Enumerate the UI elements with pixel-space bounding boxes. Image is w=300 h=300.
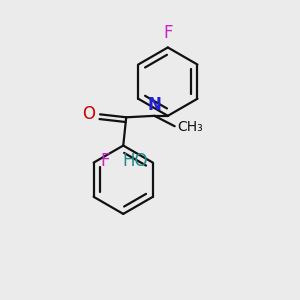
Text: N: N (148, 96, 161, 114)
Text: HO: HO (122, 152, 148, 170)
Text: CH₃: CH₃ (177, 120, 203, 134)
Text: O: O (82, 105, 95, 123)
Text: F: F (163, 24, 172, 42)
Text: F: F (100, 152, 110, 170)
